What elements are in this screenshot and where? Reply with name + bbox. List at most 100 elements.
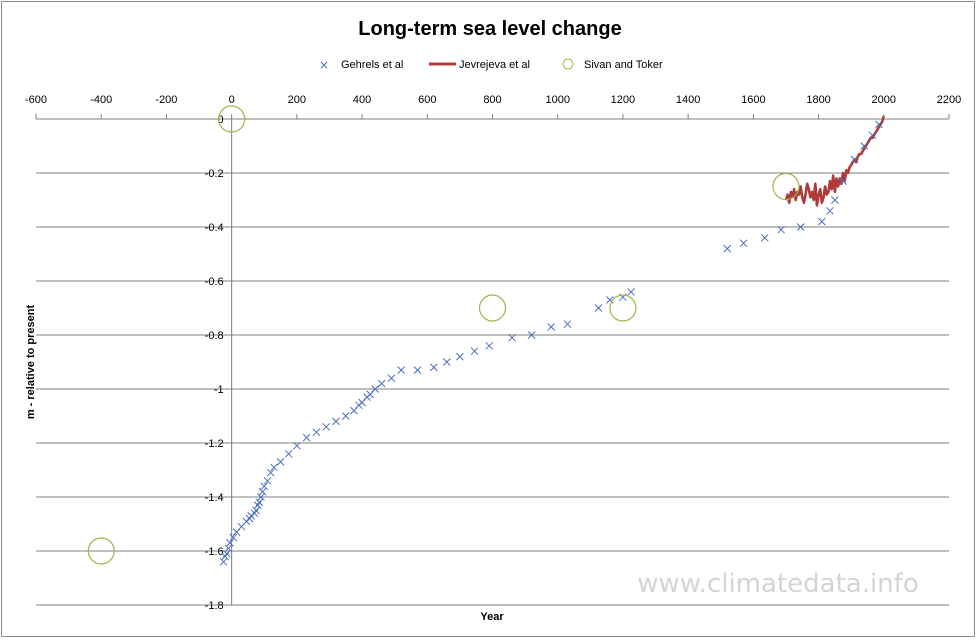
point-gehrels <box>397 366 406 374</box>
point-gehrels <box>739 239 748 248</box>
x-tick-label: -600 <box>25 94 47 106</box>
point-gehrels <box>606 296 614 304</box>
point-gehrels <box>276 458 285 466</box>
x-tick-label: -200 <box>155 94 177 106</box>
legend-item-gehrels: × Gehrels et al <box>319 58 403 72</box>
x-tick-label: 800 <box>483 94 501 106</box>
y-tick-label: -0.2 <box>205 168 224 180</box>
x-tick-label: 1600 <box>741 94 765 106</box>
point-sivan <box>87 537 115 565</box>
point-gehrels <box>868 131 877 140</box>
point-gehrels <box>263 476 272 485</box>
point-gehrels <box>850 155 859 164</box>
point-gehrels <box>508 333 516 342</box>
x-tick-label: 1000 <box>545 94 569 106</box>
legend-circle-marker <box>562 58 574 70</box>
x-tick-label: 2000 <box>872 94 896 106</box>
legend-item-jevrejeva: Jevrejeva et al <box>429 59 530 71</box>
gridlines <box>36 172 949 606</box>
point-gehrels <box>831 196 839 204</box>
legend-label-jevrejeva: Jevrejeva et al <box>459 59 530 71</box>
point-gehrels <box>312 428 321 437</box>
point-gehrels <box>470 347 479 356</box>
point-gehrels <box>332 417 340 426</box>
point-gehrels <box>627 287 635 296</box>
x-tick-labels: -600 -400 -200 0 200 400 600 800 1000 1200 1400 160… <box>25 94 961 106</box>
point-gehrels <box>429 363 438 372</box>
chart-title: Long-term sea level change <box>358 18 621 40</box>
watermark-text: www.climatedata.info <box>637 569 918 599</box>
point-gehrels <box>456 352 464 361</box>
point-gehrels <box>547 323 556 331</box>
point-gehrels <box>226 539 234 547</box>
x-tick-label: 2200 <box>937 94 961 106</box>
y-tick-label: 0 <box>218 114 224 126</box>
legend-label-gehrels: Gehrels et al <box>341 59 403 71</box>
point-gehrels <box>219 557 228 566</box>
point-gehrels <box>826 206 834 215</box>
y-tick-label: -0.4 <box>205 222 224 234</box>
point-gehrels <box>527 331 536 339</box>
series-line-jevrejeva <box>784 115 886 207</box>
point-gehrels <box>260 482 269 491</box>
legend-x-marker: × <box>319 58 329 72</box>
point-gehrels <box>257 493 265 501</box>
x-tick-label: 1400 <box>676 94 700 106</box>
point-sivan <box>772 172 800 201</box>
point-gehrels <box>229 533 238 542</box>
point-gehrels <box>413 366 422 374</box>
x-axis-title: Year <box>480 611 504 623</box>
y-tick-label: -1.4 <box>205 492 224 504</box>
point-gehrels <box>377 379 386 388</box>
x-tick-label: 0 <box>229 94 235 106</box>
point-gehrels <box>293 441 301 450</box>
point-gehrels <box>860 142 869 150</box>
x-tick-label: 1200 <box>611 94 635 106</box>
point-sivan <box>478 294 507 322</box>
y-tick-labels: 0 -0.2 -0.4 -0.6 -0.8 -1 -1.2 -1.4 -1.6 -1.8 <box>205 114 224 612</box>
y-tick-label: -1.8 <box>205 600 224 612</box>
point-gehrels <box>817 217 826 226</box>
x-tick-label: 200 <box>288 94 306 106</box>
point-sivan <box>218 105 246 133</box>
point-gehrels <box>252 506 260 515</box>
legend-item-sivan: Sivan and Toker <box>562 58 663 71</box>
data-series <box>87 105 886 566</box>
y-tick-label: -0.6 <box>205 276 224 288</box>
point-gehrels <box>839 177 847 185</box>
point-gehrels <box>760 233 769 242</box>
x-tick-label: 600 <box>418 94 436 106</box>
point-sivan <box>609 294 637 322</box>
point-gehrels <box>777 225 785 234</box>
point-gehrels <box>341 412 350 420</box>
point-gehrels <box>266 468 275 477</box>
point-gehrels <box>255 498 264 507</box>
point-gehrels <box>563 320 572 329</box>
point-gehrels <box>270 463 278 472</box>
point-gehrels <box>875 120 883 129</box>
point-gehrels <box>258 487 267 496</box>
y-tick-label: -1.6 <box>205 546 224 558</box>
y-tick-label: -1.2 <box>205 438 224 450</box>
point-gehrels <box>224 544 233 553</box>
point-gehrels <box>302 433 311 442</box>
y-tick-label: -1 <box>214 384 224 396</box>
point-gehrels <box>322 422 331 431</box>
x-tick-label: 1800 <box>806 94 830 106</box>
point-gehrels <box>222 549 231 558</box>
y-axis-title: m - relative to present <box>25 305 37 420</box>
x-tick-label: -400 <box>90 94 112 106</box>
point-gehrels <box>284 449 293 458</box>
x-tick-label: 400 <box>353 94 371 106</box>
point-gehrels <box>371 385 379 393</box>
point-gehrels <box>485 341 494 350</box>
axes <box>35 114 950 606</box>
y-tick-label: -0.8 <box>205 330 224 342</box>
legend-label-sivan: Sivan and Toker <box>584 59 663 71</box>
point-gehrels <box>594 304 603 312</box>
point-gehrels <box>796 223 805 231</box>
legend: × Gehrels et al Jevrejeva et al Sivan an… <box>319 58 663 72</box>
point-gehrels <box>387 374 396 383</box>
